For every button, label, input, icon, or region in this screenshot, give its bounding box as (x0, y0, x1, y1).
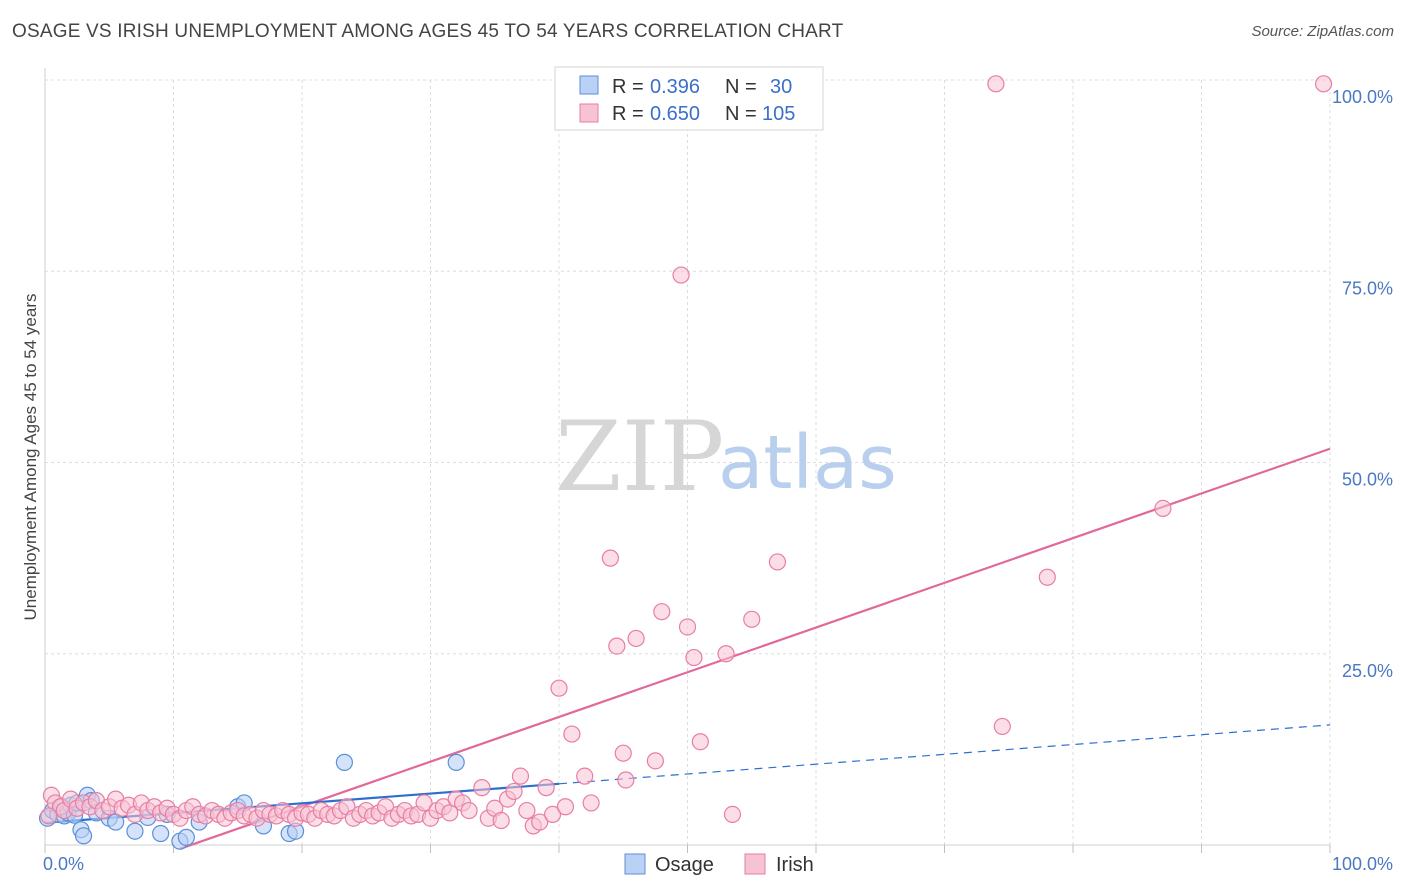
source-label: Source: ZipAtlas.com (1251, 23, 1394, 40)
irish-point (653, 603, 671, 621)
irish-point (678, 618, 697, 636)
bottom-legend: Osage Irish (624, 853, 814, 876)
irish-point (1314, 75, 1333, 93)
irish-point (987, 75, 1005, 93)
irish-point (556, 798, 575, 816)
irish-point (743, 610, 761, 628)
irish-point (601, 549, 620, 567)
osage-point (74, 827, 93, 845)
osage-trend-extension (558, 724, 1331, 785)
irish-point (582, 794, 600, 812)
osage-point (335, 753, 354, 771)
y-tick-labels: 100.0% 75.0% 50.0% 25.0% (1332, 87, 1393, 681)
y-axis-label: Unemployment Among Ages 45 to 54 years (21, 294, 40, 621)
irish-point (685, 648, 703, 667)
stats-legend-frame (554, 66, 824, 131)
irish-point (608, 637, 626, 655)
watermark-atlas: atlas (718, 420, 897, 506)
irish-point (550, 679, 568, 697)
irish-trend-line (179, 447, 1331, 850)
stats-legend: R = 0.396 N = 30 R = 0.650 N = 105 (554, 66, 824, 131)
irish-point (531, 813, 549, 831)
irish-point (511, 767, 530, 785)
osage-swatch (579, 75, 599, 95)
legend-osage-swatch (624, 853, 646, 875)
irish-point (691, 733, 709, 751)
irish-point (993, 717, 1011, 736)
irish-point (492, 811, 510, 830)
irish-point (717, 645, 735, 663)
irish-point (672, 266, 690, 284)
osage-r-label: R = (612, 76, 644, 98)
irish-point (1038, 568, 1056, 586)
irish-point (768, 553, 787, 571)
irish-point (518, 801, 536, 820)
irish-point (646, 752, 664, 770)
irish-point (576, 767, 594, 785)
y-tick-label: 50.0% (1342, 470, 1393, 490)
irish-point (543, 805, 562, 824)
irish-n-value: 105 (762, 103, 795, 125)
irish-point (473, 779, 491, 797)
irish-point (627, 629, 645, 648)
irish-point (460, 801, 478, 820)
watermark-zip: ZIP (555, 401, 724, 513)
osage-n-label: N = (725, 76, 757, 98)
irish-n-label: N = (725, 103, 757, 125)
irish-point (617, 771, 635, 789)
irish-swatch (579, 103, 599, 123)
chart-title: OSAGE VS IRISH UNEMPLOYMENT AMONG AGES 4… (12, 21, 844, 42)
irish-point (614, 744, 632, 762)
irish-point (723, 805, 742, 824)
x-tick-label-max: 100.0% (1332, 854, 1393, 874)
osage-point (152, 824, 170, 843)
x-tick-label-min: 0.0% (43, 854, 84, 874)
osage-n-value: 30 (770, 76, 792, 98)
legend-osage-label: Osage (655, 854, 714, 876)
irish-point (40, 807, 58, 825)
y-tick-label: 100.0% (1332, 87, 1393, 107)
irish-point (563, 725, 581, 743)
y-tick-label: 75.0% (1342, 278, 1393, 298)
watermark: ZIP atlas (555, 401, 897, 513)
osage-point (177, 828, 195, 846)
irish-point (505, 782, 523, 801)
osage-r-value: 0.396 (650, 76, 700, 98)
x-tick-labels: 0.0% 100.0% (43, 854, 1393, 874)
osage-point (126, 822, 144, 840)
osage-point (447, 753, 465, 771)
legend-irish-swatch (744, 853, 766, 875)
irish-r-value: 0.650 (650, 103, 700, 125)
osage-point (107, 813, 125, 831)
irish-points (40, 75, 1333, 835)
irish-point (537, 779, 555, 797)
axes (44, 68, 1331, 853)
irish-point (1154, 499, 1172, 517)
y-tick-label: 25.0% (1342, 661, 1393, 681)
irish-point (415, 794, 433, 812)
irish-r-label: R = (612, 103, 644, 125)
irish-point (441, 804, 459, 822)
legend-irish-label: Irish (776, 854, 814, 876)
